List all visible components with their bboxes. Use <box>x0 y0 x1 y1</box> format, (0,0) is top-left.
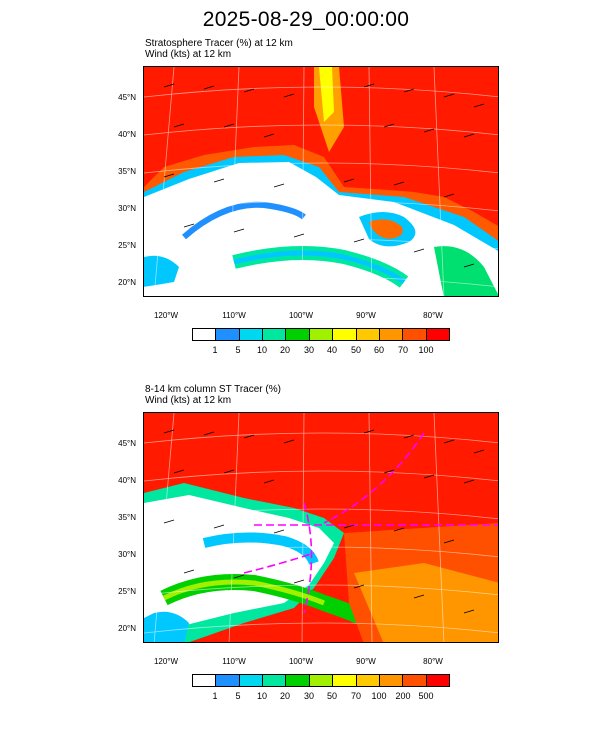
panel1-lon-label: 100°W <box>288 311 314 320</box>
panel2-lon-label: 80°W <box>423 657 443 666</box>
panel2-field <box>144 413 498 642</box>
panel2-lat-label: 20°N <box>118 624 136 633</box>
panel1-wind-barbs <box>163 83 485 268</box>
panel1-colorbar-label: 10 <box>256 345 267 355</box>
panel1-lat-label: 45°N <box>118 93 136 102</box>
panel1-colorbar-label: 50 <box>350 345 361 355</box>
panel2-colorbar-label: 1 <box>212 691 218 701</box>
panel2-colorbar-label: 200 <box>395 691 411 701</box>
panel1-lon-label: 120°W <box>153 311 179 320</box>
panel1-lat-label: 35°N <box>118 167 136 176</box>
panel1-colorbar <box>192 328 450 341</box>
panel2-lat-label: 30°N <box>118 550 136 559</box>
panel2-lon-label: 100°W <box>288 657 314 666</box>
panel1-lon-label: 90°W <box>356 311 376 320</box>
panel2-lat-label: 35°N <box>118 513 136 522</box>
panel1-lat-label: 30°N <box>118 204 136 213</box>
page-title: 2025-08-29_00:00:00 <box>202 8 410 31</box>
panel1-colorbar-label: 70 <box>397 345 408 355</box>
panel2-lon-label: 90°W <box>356 657 376 666</box>
panel2-lon-label: 120°W <box>153 657 179 666</box>
panel1-colorbar-label: 40 <box>326 345 337 355</box>
panel1-colorbar-label: 5 <box>235 345 241 355</box>
panel1-lat-label: 25°N <box>118 241 136 250</box>
panel1-graticule <box>144 67 498 296</box>
panel2-lat-label: 25°N <box>118 587 136 596</box>
panel2-colorbar <box>192 674 450 687</box>
panel2-graticule <box>144 413 498 642</box>
panel1-lat-label: 40°N <box>118 130 136 139</box>
panel2-title-line1: 8-14 km column ST Tracer (%) <box>145 384 281 395</box>
panel2-lat-label: 45°N <box>118 439 136 448</box>
panel2-colorbar-label: 5 <box>235 691 241 701</box>
panel1-lon-label: 80°W <box>423 311 443 320</box>
panel2-title-line2: Wind (kts) at 12 km <box>145 395 232 406</box>
panel1-title-line2: Wind (kts) at 12 km <box>145 49 232 60</box>
panel2-colorbar-label: 50 <box>326 691 337 701</box>
panel1-colorbar-label: 20 <box>279 345 290 355</box>
panel2-lat-label: 40°N <box>118 476 136 485</box>
panel1-lon-label: 110°W <box>222 311 246 320</box>
panel2-lon-label: 110°W <box>222 657 246 666</box>
panel2-colorbar-label: 20 <box>279 691 290 701</box>
panel1-colorbar-label: 60 <box>373 345 384 355</box>
panel1-field <box>144 67 498 296</box>
panel2-map <box>143 412 499 643</box>
panel2-colorbar-label: 500 <box>418 691 434 701</box>
panel2-colorbar-label: 30 <box>303 691 314 701</box>
panel1-colorbar-label: 30 <box>303 345 314 355</box>
panel1-map <box>143 66 499 297</box>
panel1-colorbar-label: 1 <box>212 345 218 355</box>
panel2-colorbar-label: 10 <box>256 691 267 701</box>
panel2-colorbar-label: 100 <box>371 691 387 701</box>
panel1-colorbar-label: 100 <box>418 345 434 355</box>
panel1-title-line1: Stratosphere Tracer (%) at 12 km <box>145 38 293 49</box>
panel1-lat-label: 20°N <box>118 278 136 287</box>
panel2-trajectory-lines <box>243 432 498 614</box>
panel2-wind-barbs <box>163 429 485 614</box>
panel2-colorbar-label: 70 <box>350 691 361 701</box>
